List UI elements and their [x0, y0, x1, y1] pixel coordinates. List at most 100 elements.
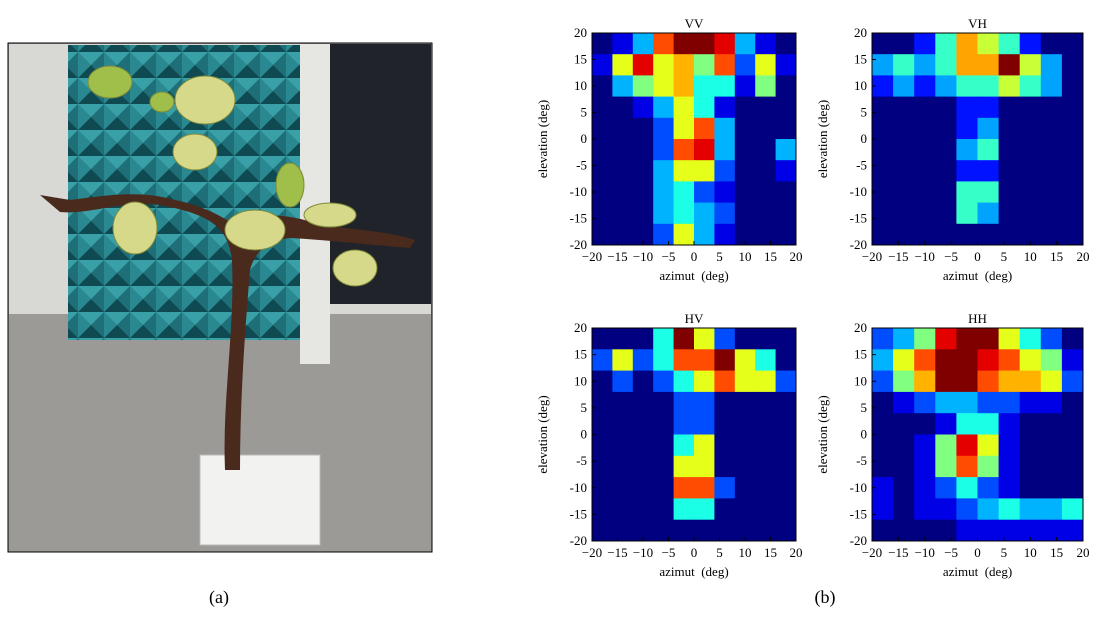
heat-cell	[893, 434, 915, 457]
heat-cell	[694, 54, 715, 76]
heat-cell	[714, 96, 736, 119]
heat-cell	[612, 519, 634, 542]
heat-cell	[977, 328, 1000, 350]
heat-cell	[775, 54, 797, 76]
heat-cell	[872, 349, 894, 372]
heat-cell	[755, 391, 777, 414]
x-tick-label: 10	[1024, 545, 1037, 560]
y-tick-label: -5	[856, 453, 867, 468]
heat-cell	[1019, 349, 1042, 372]
heat-cell	[914, 434, 936, 457]
heat-cell	[775, 181, 797, 204]
heat-cell	[653, 33, 675, 55]
x-tick-label: 15	[764, 249, 777, 264]
heat-cell	[977, 117, 1000, 140]
heat-cell	[632, 498, 654, 521]
heat-cell	[935, 33, 957, 55]
x-tick-label: 0	[974, 249, 981, 264]
heat-cell	[956, 349, 978, 372]
heat-cell	[1061, 434, 1084, 457]
heat-cell	[592, 455, 613, 478]
heat-cell	[893, 370, 915, 393]
x-tick-label: 5	[1001, 545, 1008, 560]
heat-cell	[694, 328, 715, 350]
heat-cell	[673, 519, 695, 542]
x-tick-label: −15	[888, 545, 908, 560]
heat-cell	[956, 498, 978, 521]
x-tick-label: 0	[691, 545, 698, 560]
x-axis-label: azimut (deg)	[943, 564, 1012, 579]
heat-cell	[1019, 202, 1042, 225]
x-tick-label: 15	[1050, 249, 1063, 264]
heat-cell	[714, 391, 736, 414]
heat-cell	[1019, 33, 1042, 55]
heat-cell	[998, 328, 1021, 350]
heat-cell	[734, 413, 756, 435]
heat-cell	[612, 455, 634, 478]
heat-cell	[755, 75, 777, 98]
heat-cell	[653, 328, 675, 350]
heat-cell	[893, 160, 915, 182]
heat-cell	[755, 413, 777, 435]
heat-cell	[872, 413, 894, 435]
heat-cell	[734, 519, 756, 542]
heat-cell	[673, 370, 695, 393]
heat-cell	[893, 75, 915, 98]
heat-cell	[935, 413, 957, 435]
heat-cell	[1061, 54, 1084, 76]
heat-cell	[998, 117, 1021, 140]
y-tick-label: -15	[570, 506, 587, 521]
heat-cell	[612, 54, 634, 76]
heat-cell	[612, 75, 634, 98]
x-tick-label: −15	[888, 249, 908, 264]
heat-cell	[935, 434, 957, 457]
y-tick-label: 15	[574, 52, 587, 67]
y-tick-label: 10	[574, 78, 587, 93]
heat-cell	[1019, 139, 1042, 161]
heat-cell	[1040, 160, 1063, 182]
heat-cell	[673, 434, 695, 457]
heat-cell	[1040, 498, 1063, 521]
heat-cell	[714, 223, 736, 246]
caption: (b)	[815, 587, 836, 608]
heat-cell	[977, 370, 1000, 393]
heat-cell	[914, 139, 936, 161]
heat-cell	[914, 370, 936, 393]
heat-cell	[1019, 181, 1042, 204]
heat-cell	[893, 33, 915, 55]
heat-cell	[935, 391, 957, 414]
heat-cell	[775, 434, 797, 457]
heat-cell	[977, 139, 1000, 161]
heat-cell	[1040, 202, 1063, 225]
heat-cell	[893, 477, 915, 499]
heat-cell	[755, 202, 777, 225]
heat-cell	[714, 181, 736, 204]
y-tick-label: -20	[570, 533, 587, 548]
heat-cell	[935, 349, 957, 372]
heat-cell	[673, 181, 695, 204]
heat-cell	[977, 33, 1000, 55]
x-axis-label: azimut (deg)	[659, 268, 728, 283]
heat-cell	[1019, 160, 1042, 182]
heat-cell	[592, 117, 613, 140]
heat-cell	[935, 54, 957, 76]
heat-cell	[714, 33, 736, 55]
heat-cell	[734, 477, 756, 499]
heat-cell	[1061, 413, 1084, 435]
heat-cell	[998, 413, 1021, 435]
heat-cell	[935, 75, 957, 98]
heat-cell	[872, 96, 894, 119]
heat-cell	[872, 139, 894, 161]
heat-cell	[673, 328, 695, 350]
x-tick-label: −10	[633, 249, 653, 264]
heat-cell	[998, 33, 1021, 55]
heat-cell	[914, 33, 936, 55]
heat-cell	[714, 75, 736, 98]
heat-cell	[914, 181, 936, 204]
heat-cell	[998, 181, 1021, 204]
heat-cell	[893, 519, 915, 542]
heat-cell	[632, 328, 654, 350]
x-tick-label: −10	[633, 545, 653, 560]
heat-cell	[998, 202, 1021, 225]
heat-cell	[714, 139, 736, 161]
